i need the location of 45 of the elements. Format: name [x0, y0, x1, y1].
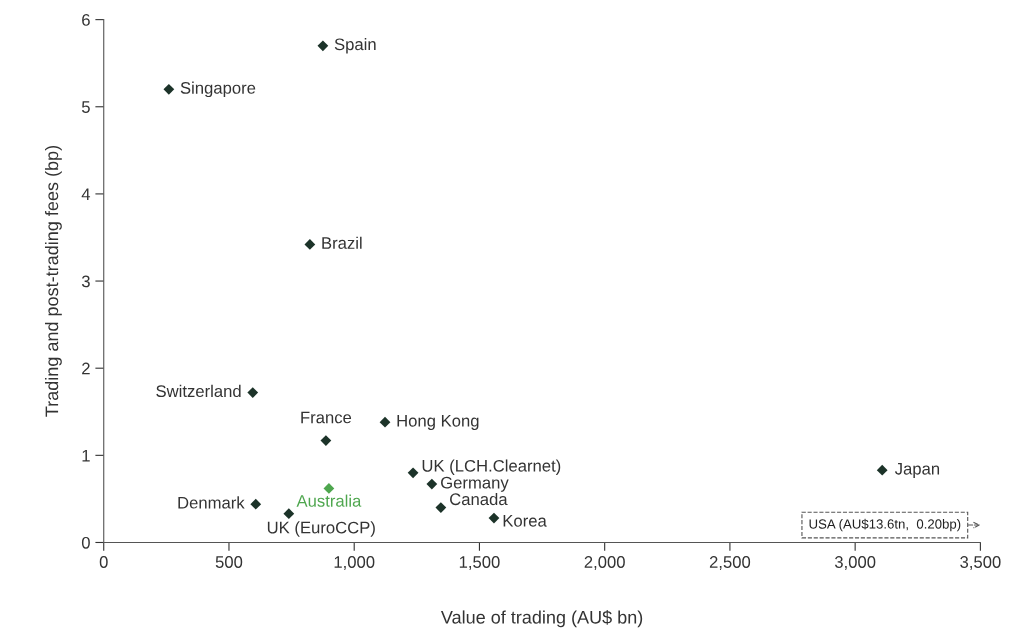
annotation: Hong Kong	[397, 415, 479, 430]
point	[426, 478, 438, 490]
annotation: Spain	[334, 38, 376, 54]
y-tick-label: 1	[82, 449, 90, 462]
annotation: UK (EuroCCP)	[267, 521, 375, 537]
annotation: Australia	[296, 494, 362, 507]
y-tick-label: 4	[81, 188, 91, 200]
x-tick-label: 3,000	[834, 556, 876, 570]
point	[317, 40, 329, 52]
point	[163, 83, 175, 95]
x-tick-label: 1,000	[334, 556, 375, 570]
annotation: Japan	[894, 463, 940, 478]
annotation: France	[301, 411, 352, 424]
annotation: Korea	[503, 515, 547, 527]
annotation: Canada	[450, 492, 508, 506]
point	[323, 483, 335, 494]
x-tick-label: 3,500	[960, 556, 1001, 570]
annotation: Denmark	[178, 496, 245, 509]
point	[435, 502, 447, 513]
annotation: Brazil	[322, 236, 362, 249]
point	[379, 416, 391, 428]
x-tick-label: 0	[99, 556, 108, 568]
annotation: USA (AU$13.6tn, 0.20bp)	[809, 518, 961, 532]
x-tick-label: 500	[215, 556, 243, 568]
point	[250, 498, 262, 510]
point	[488, 512, 500, 524]
x-tick-label: 2,500	[709, 556, 751, 570]
point	[247, 387, 259, 398]
y-tick-label: 6	[82, 14, 90, 26]
annotation: Switzerland	[156, 384, 241, 398]
x-axis-title: Value of trading (AU$ bn)	[440, 610, 643, 628]
point	[283, 508, 295, 520]
point	[304, 239, 316, 250]
x-tick-label: 1,500	[459, 556, 500, 570]
y-tick-label: 2	[82, 362, 90, 375]
annotation: Singapore	[180, 81, 256, 98]
y-tick-label: 0	[81, 536, 90, 549]
y-axis-title: Trading and post-trading fees (bp)	[45, 146, 62, 417]
point	[407, 467, 419, 479]
y-tick-label: 5	[81, 101, 90, 113]
annotation: Germany	[441, 476, 509, 492]
annotation: UK (LCH.Clearnet)	[422, 459, 561, 475]
point	[876, 464, 888, 476]
y-tick-label: 3	[81, 275, 90, 288]
x-tick-label: 2,000	[584, 556, 625, 570]
